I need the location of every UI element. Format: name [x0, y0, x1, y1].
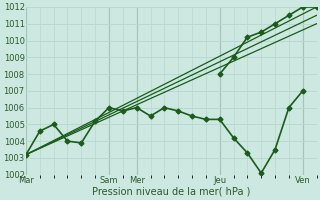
X-axis label: Pression niveau de la mer( hPa ): Pression niveau de la mer( hPa ) [92, 187, 251, 197]
